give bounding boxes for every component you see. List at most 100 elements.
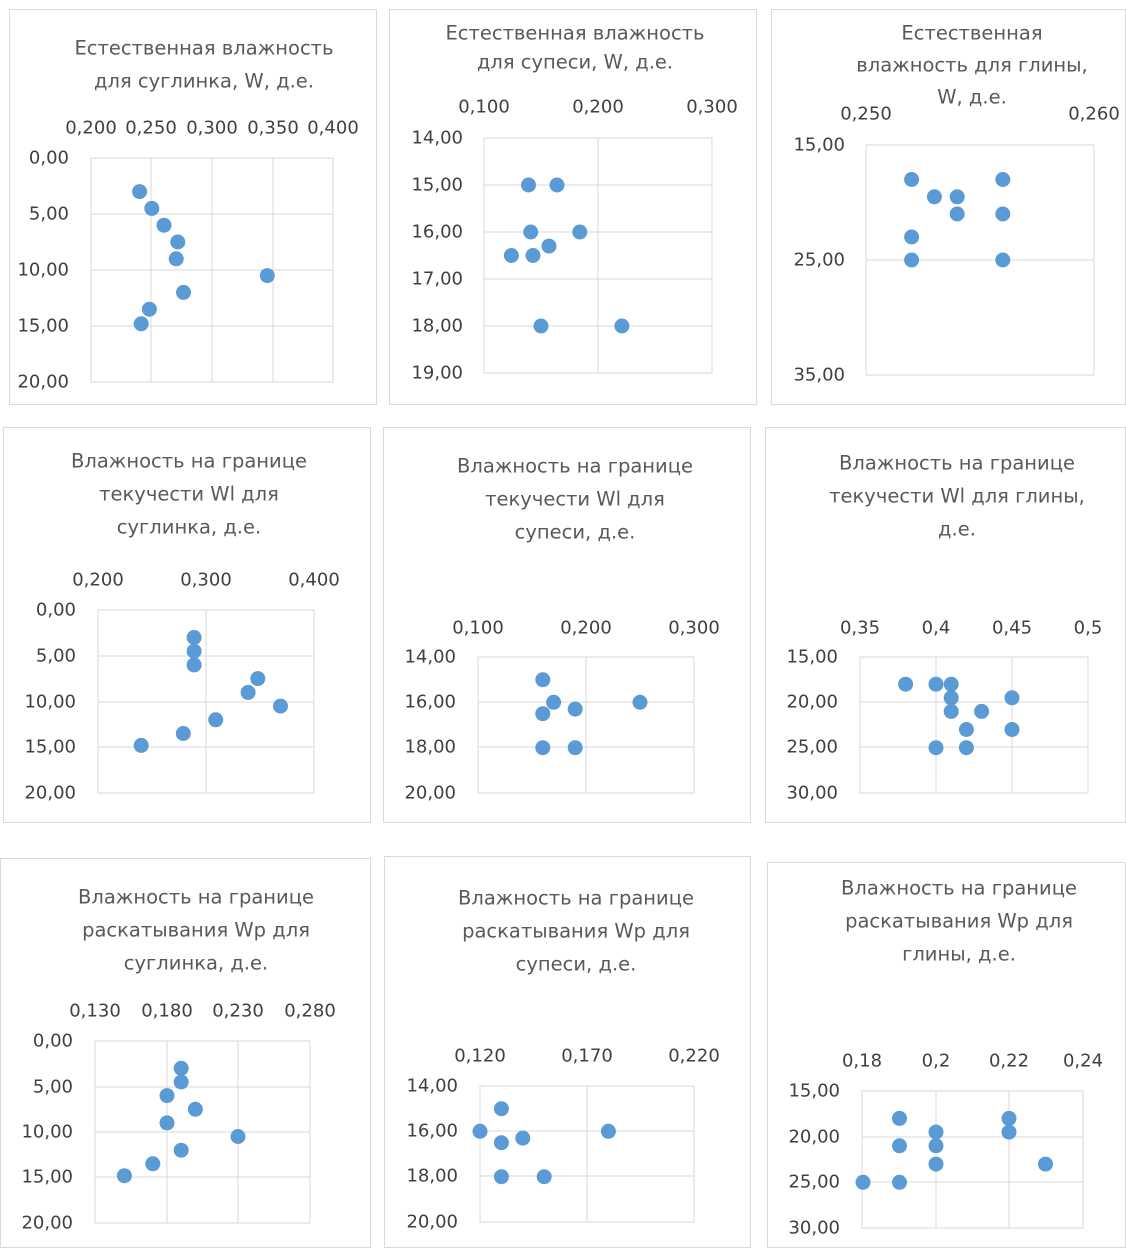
y-tick-label: 15,00 bbox=[786, 647, 838, 668]
chart-title-line: глины, д.е. bbox=[902, 943, 1016, 966]
y-tick-label: 16,00 bbox=[404, 692, 456, 713]
chart-title-line: Влажность на границе bbox=[71, 450, 307, 473]
plot-area-border bbox=[477, 656, 695, 794]
y-tick-label: 18,00 bbox=[406, 1166, 458, 1187]
data-point bbox=[144, 200, 160, 216]
scatter-chart-5: Влажность на границе текучести Wl для супе… bbox=[404, 455, 720, 804]
x-tick-label: 0,280 bbox=[284, 1001, 336, 1022]
x-tick-label: 0,400 bbox=[307, 118, 359, 139]
data-point bbox=[133, 316, 149, 332]
x-tick-label: 0,5 bbox=[1074, 618, 1103, 639]
y-tick-label: 15,00 bbox=[21, 1167, 73, 1188]
y-tick-label: 15,00 bbox=[24, 737, 76, 758]
scatter-chart-7: Влажность на границе раскатывания Wp для с… bbox=[21, 886, 336, 1234]
data-point bbox=[567, 740, 583, 756]
x-tick-label: 0,180 bbox=[141, 1001, 193, 1022]
data-point bbox=[523, 224, 539, 240]
data-point bbox=[1001, 1110, 1017, 1126]
data-point bbox=[173, 1142, 189, 1158]
y-tick-label: 18,00 bbox=[404, 737, 456, 758]
data-point bbox=[176, 284, 191, 300]
y-tick-label: 25,00 bbox=[788, 1172, 840, 1193]
data-point bbox=[525, 248, 541, 263]
data-point bbox=[958, 740, 974, 756]
data-point bbox=[145, 1156, 161, 1172]
chart-panel-3: Естественная влажность для глины, W, д.е. 0… bbox=[771, 9, 1126, 405]
x-tick-label: 0,2 bbox=[922, 1051, 951, 1072]
chart-title-line: супеси, д.е. bbox=[516, 953, 637, 976]
data-point bbox=[133, 737, 149, 753]
x-tick-label: 0,170 bbox=[561, 1046, 613, 1067]
data-point bbox=[186, 657, 202, 673]
plot-area-border bbox=[479, 1085, 695, 1223]
y-tick-label: 20,00 bbox=[17, 372, 69, 393]
y-tick-label: 15,00 bbox=[17, 316, 69, 337]
x-tick-label: 0,24 bbox=[1063, 1051, 1103, 1072]
x-tick-label: 0,230 bbox=[212, 1001, 264, 1022]
chart-title-line: Влажность на границе bbox=[458, 887, 694, 910]
plot-area-border bbox=[859, 656, 1089, 794]
chart-title-line: суглинка, д.е. bbox=[117, 516, 261, 539]
x-tick-label: 0,300 bbox=[686, 97, 738, 118]
x-tick-label: 0,350 bbox=[247, 118, 299, 139]
data-point bbox=[132, 184, 148, 200]
data-point bbox=[892, 1138, 907, 1154]
chart-panel-2: Естественная влажность для супеси, W, д.е… bbox=[389, 9, 757, 405]
chart-title-line: супеси, д.е. bbox=[515, 521, 636, 544]
data-point bbox=[175, 726, 191, 741]
x-tick-label: 0,100 bbox=[458, 97, 510, 118]
data-point bbox=[541, 238, 557, 254]
y-tick-label: 35,00 bbox=[793, 365, 845, 386]
x-tick-label: 0,130 bbox=[69, 1001, 121, 1022]
data-point bbox=[549, 177, 565, 193]
scatter-chart-2: Естественная влажность для супеси, W, д.е… bbox=[411, 22, 738, 384]
data-point bbox=[1004, 690, 1020, 706]
data-point bbox=[186, 630, 202, 645]
x-tick-label: 0,100 bbox=[452, 618, 504, 639]
data-point bbox=[521, 177, 536, 193]
plot-area-border bbox=[97, 609, 315, 794]
y-tick-label: 5,00 bbox=[29, 204, 69, 225]
data-point bbox=[928, 1124, 944, 1140]
plot-area-border bbox=[865, 144, 1095, 376]
chart-title-line: раскатывания Wp для bbox=[462, 920, 690, 943]
x-tick-label: 0,200 bbox=[560, 618, 612, 639]
x-tick-label: 0,260 bbox=[1068, 104, 1120, 125]
x-tick-label: 0,200 bbox=[65, 118, 117, 139]
data-point bbox=[928, 1156, 944, 1172]
y-tick-label: 10,00 bbox=[21, 1122, 73, 1143]
data-point bbox=[958, 722, 974, 737]
data-point bbox=[173, 1060, 189, 1076]
chart-title-line: текучести Wl для bbox=[485, 488, 665, 511]
data-point bbox=[546, 694, 562, 710]
chart-title-line: Естественная влажность bbox=[74, 37, 333, 60]
chart-title-line: суглинка, д.е. bbox=[124, 952, 268, 975]
plot-area-border bbox=[483, 137, 713, 374]
y-tick-label: 0,00 bbox=[36, 600, 76, 621]
scatter-chart-3: Естественная влажность для глины, W, д.е. 0… bbox=[793, 22, 1120, 386]
scatter-chart-6: Влажность на границе текучести Wl для гли… bbox=[786, 452, 1103, 804]
data-point bbox=[898, 676, 914, 692]
y-tick-label: 0,00 bbox=[33, 1031, 73, 1052]
x-tick-label: 0,300 bbox=[668, 618, 720, 639]
y-tick-label: 20,00 bbox=[24, 783, 76, 804]
y-tick-label: 14,00 bbox=[404, 647, 456, 668]
chart-title-line: раскатывания Wp для bbox=[82, 919, 310, 942]
chart-title-line: Естественная влажность bbox=[445, 22, 704, 45]
chart-title-line: текучести Wl для глины, bbox=[829, 485, 1085, 508]
x-tick-label: 0,22 bbox=[989, 1051, 1029, 1072]
x-tick-label: 0,4 bbox=[922, 618, 951, 639]
y-tick-label: 14,00 bbox=[411, 128, 463, 149]
y-tick-label: 15,00 bbox=[793, 135, 845, 156]
y-tick-label: 25,00 bbox=[786, 737, 838, 758]
data-point bbox=[536, 1169, 552, 1185]
plot-area-border bbox=[90, 157, 334, 383]
data-point bbox=[230, 1129, 246, 1144]
data-point bbox=[928, 1138, 944, 1154]
data-point bbox=[535, 672, 551, 688]
data-point bbox=[855, 1174, 871, 1190]
data-point bbox=[250, 671, 266, 687]
data-point bbox=[533, 318, 549, 334]
chart-title-line: для супеси, W, д.е. bbox=[477, 51, 673, 74]
chart-panel-6: Влажность на границе текучести Wl для гли… bbox=[765, 427, 1126, 823]
